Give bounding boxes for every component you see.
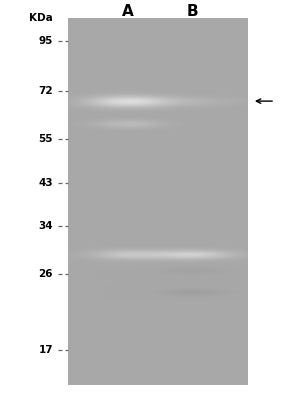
Text: KDa: KDa (29, 13, 53, 23)
Text: 95: 95 (38, 36, 53, 46)
Text: 17: 17 (38, 345, 53, 355)
Text: 34: 34 (38, 221, 53, 231)
Text: 55: 55 (38, 134, 53, 144)
Text: 26: 26 (38, 269, 53, 279)
Text: A: A (122, 4, 134, 20)
Text: B: B (186, 4, 198, 20)
Text: 72: 72 (38, 86, 53, 96)
Text: 43: 43 (38, 178, 53, 188)
